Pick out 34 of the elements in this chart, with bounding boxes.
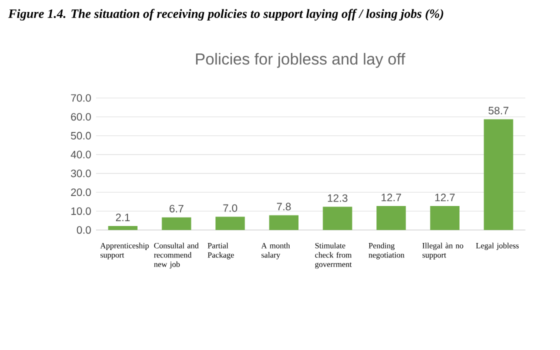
bar	[216, 216, 245, 230]
chart-subtitle: Policies for jobless and lay off	[196, 52, 406, 68]
x-tick-label: Legal jobless	[476, 242, 519, 250]
y-tick-label: 70.0	[71, 94, 91, 102]
bar	[269, 215, 298, 230]
y-tick-label: 60.0	[71, 113, 91, 121]
data-label: 6.7	[170, 204, 184, 212]
x-tick-label: Stimulate check from goverrment	[315, 242, 352, 269]
bar	[162, 217, 192, 230]
x-tick-label: Consultal and recommend new job	[154, 242, 199, 269]
x-tick-label: A month salary	[261, 242, 290, 260]
x-tick-label: Illegal àn no support	[422, 242, 464, 260]
y-tick-label: 30.0	[70, 170, 91, 178]
data-label: 2.1	[116, 214, 130, 222]
bar	[322, 206, 352, 230]
y-tick-label: 20.0	[71, 188, 91, 196]
y-tick-label: 50.0	[70, 132, 91, 140]
bar	[376, 206, 406, 230]
chart-title: Figure 1.4. The situation of receiving policies to support laying off / losing jobs (%)	[8, 8, 444, 21]
data-label: 12.7	[435, 194, 455, 202]
x-tick-label: Pending negotiation	[368, 242, 404, 260]
y-tick-label: 0.0	[76, 226, 91, 234]
bar	[430, 206, 460, 230]
bar	[484, 119, 514, 230]
data-label: 12.7	[382, 194, 402, 202]
y-tick-label: 10.0	[71, 207, 91, 215]
data-label: 58.7	[488, 106, 508, 114]
bar	[108, 226, 138, 230]
y-tick-label: 40.0	[70, 150, 91, 158]
data-label: 12.3	[328, 194, 348, 202]
x-tick-label: Apprenticeship support	[100, 242, 149, 260]
data-label: 7.8	[276, 202, 291, 210]
data-label: 7.0	[223, 204, 238, 212]
x-tick-label: Partial Package	[208, 242, 234, 260]
